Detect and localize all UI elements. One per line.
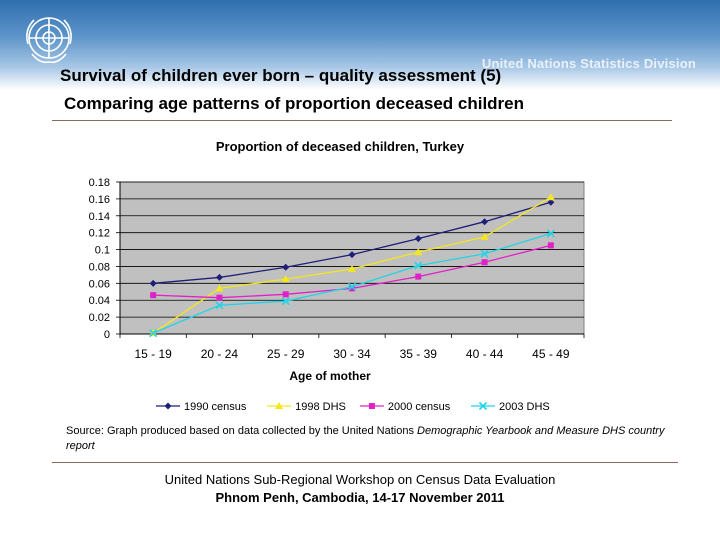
data-point-2003-dhs <box>215 301 224 310</box>
data-point-1998-dhs <box>281 275 290 283</box>
divider-bottom <box>52 462 678 463</box>
data-point-1990-census <box>547 198 555 206</box>
legend-label-1990-census: 1990 census <box>184 401 247 413</box>
y-tick-label: 0.02 <box>89 312 110 324</box>
x-axis-label: Age of mother <box>289 369 371 383</box>
source-prefix: Source: Graph produced based on data col… <box>66 425 418 437</box>
data-point-1998-dhs <box>348 264 356 272</box>
slide-title: Survival of children ever born – quality… <box>60 66 502 85</box>
data-point-2000-census <box>282 291 289 298</box>
x-tick-label: 30 - 34 <box>333 347 371 361</box>
y-tick-label: 0.14 <box>89 211 110 223</box>
y-tick-label: 0.1 <box>95 245 110 257</box>
legend-label-1998-dhs: 1998 DHS <box>295 401 346 413</box>
line-chart: Proportion of deceased children, Turkey … <box>89 139 585 413</box>
data-point-1990-census <box>215 273 223 281</box>
y-tick-label: 0 <box>104 329 110 341</box>
data-point-1998-dhs <box>414 248 423 256</box>
data-point-2000-census <box>415 273 422 280</box>
data-point-1990-census <box>348 251 356 259</box>
data-point-2003-dhs <box>414 261 423 270</box>
org-name: United Nations Statistics Division <box>481 56 696 71</box>
source-italic: Demographic Yearbook and Measure DHS cou… <box>66 425 665 452</box>
series-2003-dhs <box>149 229 555 338</box>
x-tick-label: 45 - 49 <box>532 347 570 361</box>
data-point-1990-census <box>282 263 290 271</box>
data-point-2003-dhs <box>149 329 158 338</box>
x-tick-label: 35 - 39 <box>400 347 438 361</box>
series-1998-dhs <box>149 193 555 337</box>
y-tick-label: 0.18 <box>89 177 110 189</box>
data-point-2000-census <box>216 294 223 301</box>
data-point-1990-census <box>414 235 422 243</box>
data-point-2003-dhs <box>281 297 290 306</box>
x-tick-label: 15 - 19 <box>134 347 172 361</box>
series-2000-census <box>150 242 554 301</box>
x-tick-label: 40 - 44 <box>466 347 504 361</box>
data-point-1998-dhs <box>215 284 224 292</box>
data-point-2003-dhs <box>347 282 357 291</box>
y-tick-label: 0.06 <box>89 278 110 290</box>
un-emblem-icon <box>26 17 72 64</box>
series-1990-census <box>149 198 555 287</box>
data-point-1998-dhs <box>480 232 489 240</box>
data-point-2000-census <box>349 285 355 292</box>
legend-item-2000-census: 2000 census <box>359 401 451 413</box>
source-note: Source: Graph produced based on data col… <box>66 424 666 454</box>
footer-location-date: Phnom Penh, Cambodia, 14-17 November 201… <box>215 490 505 505</box>
y-tick-label: 0.08 <box>89 261 110 273</box>
plot-area <box>119 181 585 335</box>
legend-marker-2000-census <box>368 403 375 409</box>
slide-subtitle: Comparing age patterns of proportion dec… <box>64 94 525 113</box>
x-tick-label: 25 - 29 <box>267 347 305 361</box>
legend-item-1990-census: 1990 census <box>156 401 247 413</box>
legend-label-2000-census: 2000 census <box>388 401 451 413</box>
footer-workshop: United Nations Sub-Regional Workshop on … <box>164 472 556 487</box>
y-tick-label: 0.16 <box>89 194 110 206</box>
data-point-1990-census <box>481 218 489 226</box>
y-tick-label: 0.04 <box>89 295 110 307</box>
legend-item-2003-dhs: 2003 DHS <box>471 401 550 413</box>
legend-marker-1990-census <box>164 402 172 410</box>
data-point-2003-dhs <box>546 229 555 238</box>
legend-marker-2003-dhs <box>478 401 488 411</box>
y-tick-label: 0.12 <box>89 228 110 240</box>
data-point-2000-census <box>547 242 554 249</box>
data-point-2003-dhs <box>480 249 489 258</box>
header-band <box>0 0 720 90</box>
legend-marker-1998-dhs <box>275 402 284 409</box>
data-point-1998-dhs <box>546 193 555 201</box>
data-point-2000-census <box>481 259 488 266</box>
divider-top <box>52 120 672 121</box>
x-tick-label: 20 - 24 <box>201 347 239 361</box>
legend-item-1998-dhs: 1998 DHS <box>267 401 346 413</box>
data-point-1990-census <box>149 279 157 287</box>
chart-title: Proportion of deceased children, Turkey <box>216 139 465 154</box>
legend-label-2003-dhs: 2003 DHS <box>499 401 550 413</box>
data-point-2000-census <box>150 292 157 299</box>
